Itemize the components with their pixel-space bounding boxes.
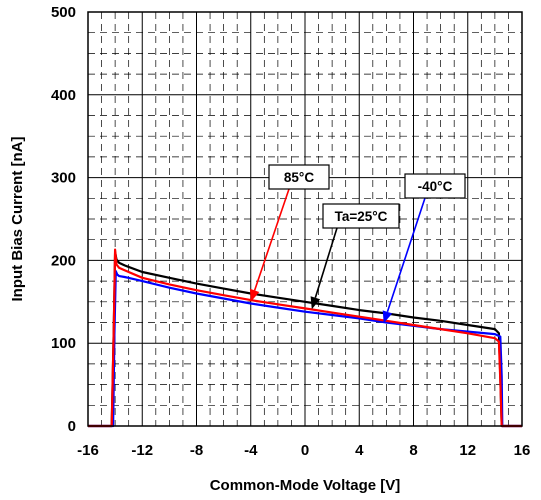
- callout-arrow-line: [253, 188, 290, 291]
- y-tick-label: 400: [51, 87, 76, 104]
- callout: -40°C: [382, 173, 466, 324]
- series-layer: [88, 248, 522, 428]
- x-tick-label: -16: [77, 442, 99, 459]
- y-axis-ticks: 0 100 200 300 400 500: [51, 4, 76, 435]
- x-tick-label: -4: [244, 442, 258, 459]
- series-line-40-c: [88, 270, 522, 428]
- callout-arrowhead: [249, 288, 260, 302]
- callout-arrowhead: [382, 310, 393, 324]
- callout: 85°C: [249, 164, 330, 302]
- x-tick-label: 4: [355, 442, 364, 459]
- y-tick-label: 0: [68, 418, 76, 435]
- callout-label: 85°C: [284, 170, 314, 185]
- x-axis-label: Common-Mode Voltage [V]: [210, 477, 401, 494]
- series-line-85-c: [88, 248, 522, 428]
- x-tick-label: 12: [459, 442, 476, 459]
- x-tick-label: 8: [409, 442, 417, 459]
- y-axis-label: Input Bias Current [nA]: [9, 137, 26, 302]
- callout-box: [268, 164, 330, 190]
- x-axis-ticks: -16 -12 -8 -4 0 4 8 12 16: [77, 442, 530, 459]
- plot-area-frame: [87, 11, 523, 427]
- x-tick-label: 0: [301, 442, 309, 459]
- callout-arrow-line: [386, 197, 426, 313]
- y-tick-label: 500: [51, 4, 76, 21]
- callout-label: -40°C: [418, 179, 453, 194]
- callout-arrowhead: [310, 296, 321, 310]
- callout-arrow-line: [314, 227, 338, 299]
- y-tick-label: 300: [51, 170, 76, 187]
- callouts: 85°C Ta=25°C -40°C: [249, 164, 466, 324]
- callout: Ta=25°C: [310, 203, 400, 310]
- callout-box: [404, 173, 466, 199]
- x-tick-label: -8: [190, 442, 203, 459]
- y-tick-label: 200: [51, 252, 76, 269]
- x-tick-label: 16: [514, 442, 531, 459]
- y-tick-label: 100: [51, 335, 76, 352]
- callout-label: Ta=25°C: [335, 209, 388, 224]
- callout-box: [322, 203, 400, 229]
- x-tick-label: -12: [131, 442, 153, 459]
